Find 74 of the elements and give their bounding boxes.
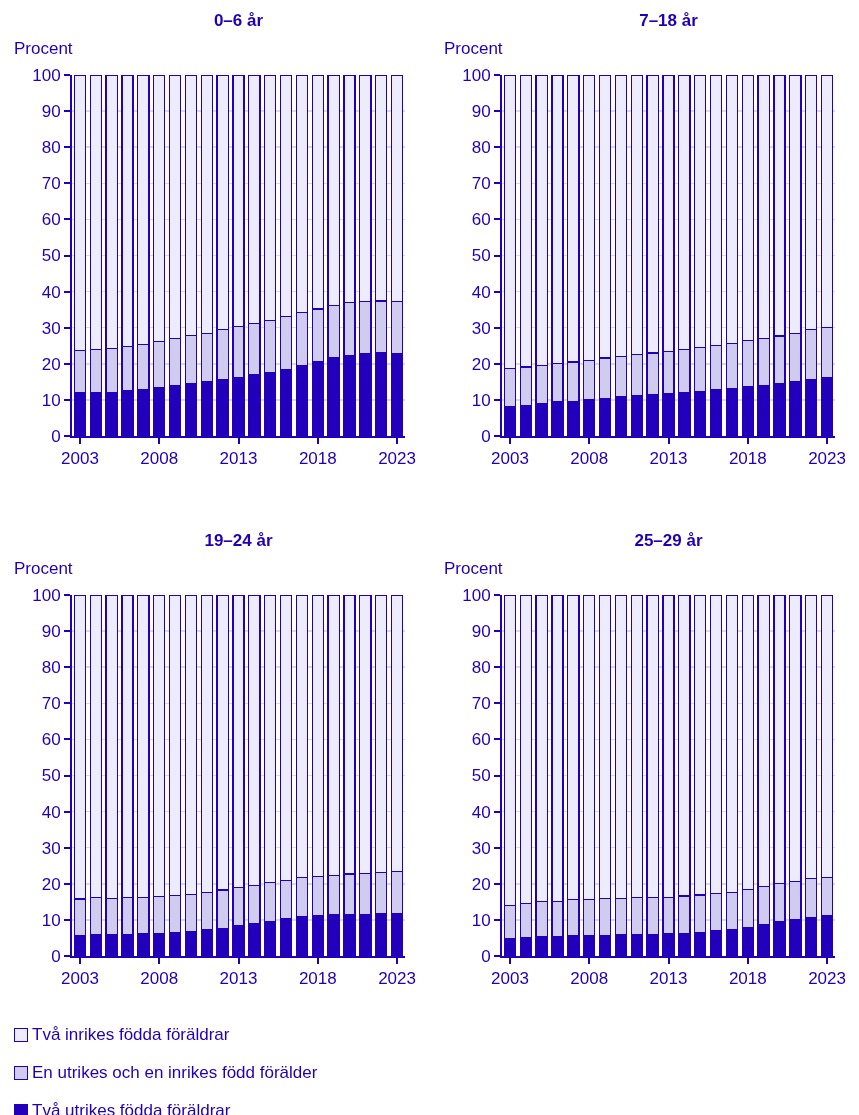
y-tick-label: 70 bbox=[41, 174, 61, 194]
y-tick-label: 70 bbox=[471, 174, 491, 194]
y-tick-label: 0 bbox=[481, 946, 491, 966]
y-tick-label: 0 bbox=[481, 426, 491, 446]
x-tick-label: 2013 bbox=[649, 449, 688, 469]
y-tick-label: 10 bbox=[471, 910, 491, 930]
chart-title: 7–18 år bbox=[639, 10, 699, 30]
x-tick-label: 2003 bbox=[491, 969, 529, 989]
y-tick-label: 50 bbox=[471, 246, 491, 266]
x-tick-label: 2023 bbox=[378, 969, 416, 989]
y-tick-label: 30 bbox=[41, 838, 61, 858]
y-tick-label: 10 bbox=[41, 910, 61, 930]
y-axis-title: Procent bbox=[14, 559, 73, 578]
y-tick-label: 100 bbox=[32, 585, 61, 605]
y-tick-label: 80 bbox=[41, 138, 61, 158]
y-tick-label: 40 bbox=[471, 802, 491, 822]
x-tick-label: 2018 bbox=[728, 449, 767, 469]
x-tick-label: 2008 bbox=[140, 449, 179, 469]
y-tick-label: 20 bbox=[471, 354, 491, 374]
x-tick-label: 2013 bbox=[219, 969, 258, 989]
y-tick-label: 20 bbox=[41, 874, 61, 894]
x-tick-label: 2003 bbox=[61, 449, 99, 469]
y-tick-label: 70 bbox=[471, 694, 491, 714]
y-tick-label: 10 bbox=[471, 390, 491, 410]
y-tick-label: 90 bbox=[41, 102, 61, 122]
y-axis-title: Procent bbox=[14, 39, 73, 58]
y-tick-label: 50 bbox=[41, 246, 61, 266]
y-axis-title: Procent bbox=[444, 559, 503, 578]
y-tick-label: 60 bbox=[471, 730, 491, 750]
y-tick-label: 0 bbox=[51, 426, 61, 446]
y-tick-label: 70 bbox=[41, 694, 61, 714]
y-tick-label: 40 bbox=[41, 802, 61, 822]
y-tick-label: 30 bbox=[471, 318, 491, 338]
x-tick-label: 2013 bbox=[649, 969, 688, 989]
y-tick-label: 80 bbox=[471, 138, 491, 158]
y-tick-label: 30 bbox=[41, 318, 61, 338]
y-tick-label: 80 bbox=[41, 658, 61, 678]
y-tick-label: 40 bbox=[471, 282, 491, 302]
y-tick-label: 40 bbox=[41, 282, 61, 302]
x-tick-label: 2003 bbox=[491, 449, 529, 469]
x-tick-label: 2008 bbox=[140, 969, 179, 989]
y-tick-label: 60 bbox=[471, 210, 491, 230]
y-tick-label: 30 bbox=[471, 838, 491, 858]
x-tick-label: 2023 bbox=[378, 449, 416, 469]
y-tick-label: 100 bbox=[462, 65, 491, 85]
chart-title: 0–6 år bbox=[213, 10, 264, 30]
y-tick-label: 60 bbox=[41, 210, 61, 230]
x-tick-label: 2018 bbox=[298, 969, 337, 989]
y-tick-label: 0 bbox=[51, 946, 61, 966]
x-tick-label: 2018 bbox=[728, 969, 767, 989]
x-tick-label: 2013 bbox=[219, 449, 258, 469]
y-tick-label: 100 bbox=[462, 585, 491, 605]
y-tick-label: 10 bbox=[41, 390, 61, 410]
x-tick-label: 2008 bbox=[570, 449, 609, 469]
y-tick-label: 90 bbox=[471, 622, 491, 642]
y-tick-label: 20 bbox=[471, 874, 491, 894]
x-tick-label: 2003 bbox=[61, 969, 99, 989]
legend-label: Två inrikes födda föräldrar bbox=[32, 1025, 230, 1045]
y-tick-label: 50 bbox=[41, 766, 61, 786]
y-tick-label: 90 bbox=[471, 102, 491, 122]
chart-title: 25–29 år bbox=[634, 530, 703, 550]
chart-title: 19–24 år bbox=[204, 530, 273, 550]
x-tick-label: 2008 bbox=[570, 969, 609, 989]
x-tick-label: 2023 bbox=[808, 969, 846, 989]
y-tick-label: 80 bbox=[471, 658, 491, 678]
y-tick-label: 100 bbox=[32, 65, 61, 85]
y-tick-label: 20 bbox=[41, 354, 61, 374]
x-tick-label: 2018 bbox=[298, 449, 337, 469]
y-tick-label: 60 bbox=[41, 730, 61, 750]
y-tick-label: 50 bbox=[471, 766, 491, 786]
legend-label: En utrikes och en inrikes född förälder bbox=[32, 1063, 318, 1083]
y-tick-label: 90 bbox=[41, 622, 61, 642]
x-tick-label: 2023 bbox=[808, 449, 846, 469]
y-axis-title: Procent bbox=[444, 39, 503, 58]
